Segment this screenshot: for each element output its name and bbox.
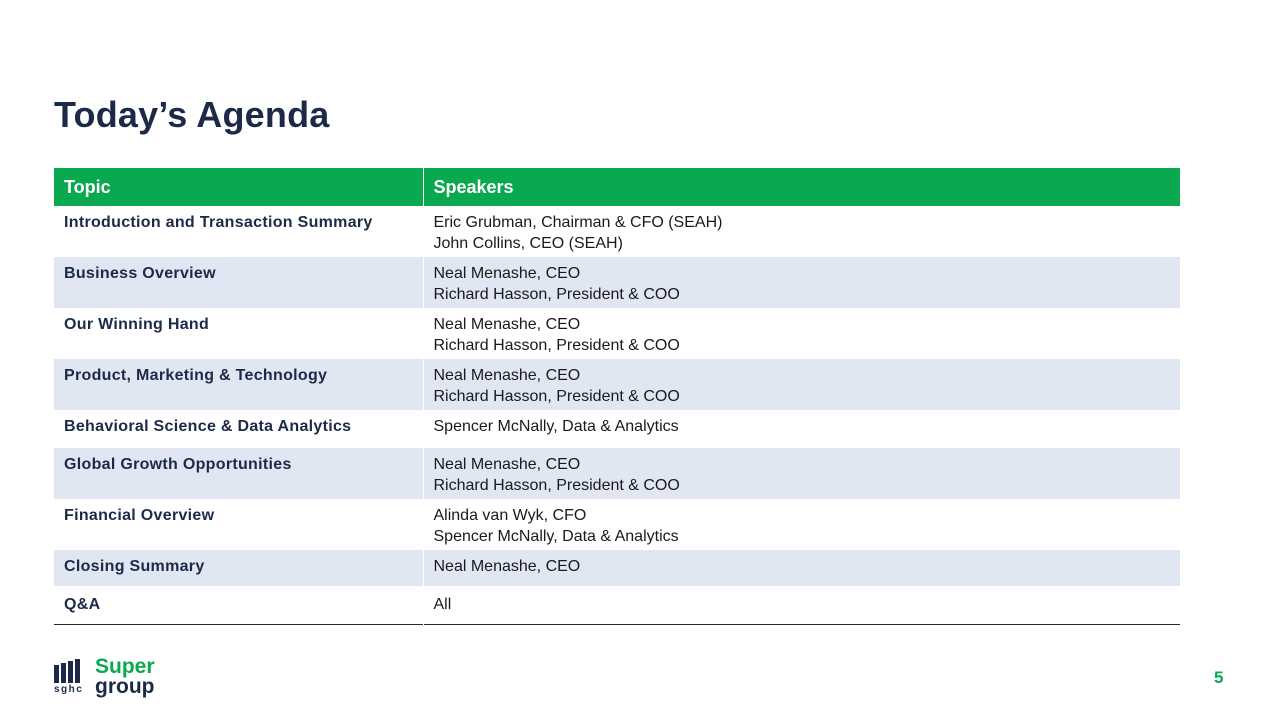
speaker-line: Richard Hasson, President & COO	[433, 388, 680, 405]
table-row: Financial Overview Alinda van Wyk, CFO S…	[54, 499, 1180, 550]
topic-cell: Business Overview	[54, 257, 423, 308]
table-header-row: Topic Speakers	[54, 168, 1180, 206]
table-row: Q&A All	[54, 586, 1180, 624]
topic-cell: Closing Summary	[54, 550, 423, 586]
table-row: Business Overview Neal Menashe, CEO Rich…	[54, 257, 1180, 308]
column-header-topic: Topic	[54, 168, 423, 206]
company-logo: sghc Super group	[54, 656, 184, 700]
speaker-line: Neal Menashe, CEO	[433, 456, 581, 473]
speakers-cell: Spencer McNally, Data & Analytics	[422, 410, 1180, 448]
topic-cell: Our Winning Hand	[64, 316, 210, 333]
speakers-cell: Neal Menashe, CEO Richard Hasson, Presid…	[422, 257, 1180, 308]
speaker-line: Neal Menashe, CEO	[433, 367, 581, 384]
speaker-line: Alinda van Wyk, CFO	[433, 507, 587, 524]
table-row: Product, Marketing & Technology Neal Men…	[54, 359, 1180, 410]
table-row: Introduction and Transaction Summary Eri…	[54, 206, 1180, 257]
topic-cell: Product, Marketing & Technology	[54, 359, 423, 410]
table-row: Closing Summary Neal Menashe, CEO	[54, 550, 1180, 586]
column-header-speakers: Speakers	[422, 168, 1180, 206]
speaker-line: Eric Grubman, Chairman & CFO (SEAH)	[433, 214, 723, 231]
page-title: Today’s Agenda	[54, 94, 330, 135]
speaker-line: All	[433, 596, 452, 613]
speakers-cell: Neal Menashe, CEO Richard Hasson, Presid…	[422, 448, 1180, 499]
topic-cell: Behavioral Science & Data Analytics	[64, 418, 352, 435]
speaker-line: Richard Hasson, President & COO	[433, 477, 680, 494]
speaker-line: Neal Menashe, CEO	[433, 558, 581, 575]
speakers-cell: All	[422, 586, 1180, 624]
speaker-line: John Collins, CEO (SEAH)	[433, 235, 623, 252]
speakers-cell: Neal Menashe, CEO	[422, 550, 1180, 586]
speaker-line: Richard Hasson, President & COO	[433, 337, 680, 354]
topic-cell: Global Growth Opportunities	[54, 448, 423, 499]
agenda-table: Topic Speakers Introduction and Transact…	[54, 168, 1180, 625]
speaker-line: Neal Menashe, CEO	[433, 265, 581, 282]
logo-word-group: group	[95, 675, 155, 698]
speakers-cell: Eric Grubman, Chairman & CFO (SEAH) John…	[422, 206, 1180, 257]
speaker-line: Spencer McNally, Data & Analytics	[433, 418, 679, 435]
logo-bars-icon	[54, 659, 88, 683]
table-row: Behavioral Science & Data Analytics Spen…	[54, 410, 1180, 448]
speakers-cell: Neal Menashe, CEO Richard Hasson, Presid…	[422, 308, 1180, 359]
speakers-cell: Neal Menashe, CEO Richard Hasson, Presid…	[422, 359, 1180, 410]
topic-cell: Financial Overview	[64, 507, 215, 524]
logo-mark-text: sghc	[54, 684, 84, 695]
logo-mark: sghc	[54, 659, 88, 699]
table-row: Global Growth Opportunities Neal Menashe…	[54, 448, 1180, 499]
topic-cell: Introduction and Transaction Summary	[64, 214, 373, 231]
speaker-line: Neal Menashe, CEO	[433, 316, 581, 333]
logo-word-super: Super	[95, 655, 155, 678]
table-row: Our Winning Hand Neal Menashe, CEO Richa…	[54, 308, 1180, 359]
speaker-line: Spencer McNally, Data & Analytics	[433, 528, 679, 545]
speakers-cell: Alinda van Wyk, CFO Spencer McNally, Dat…	[422, 499, 1180, 550]
speaker-line: Richard Hasson, President & COO	[433, 286, 680, 303]
page-number: 5	[1214, 668, 1224, 687]
topic-cell: Q&A	[64, 596, 101, 613]
